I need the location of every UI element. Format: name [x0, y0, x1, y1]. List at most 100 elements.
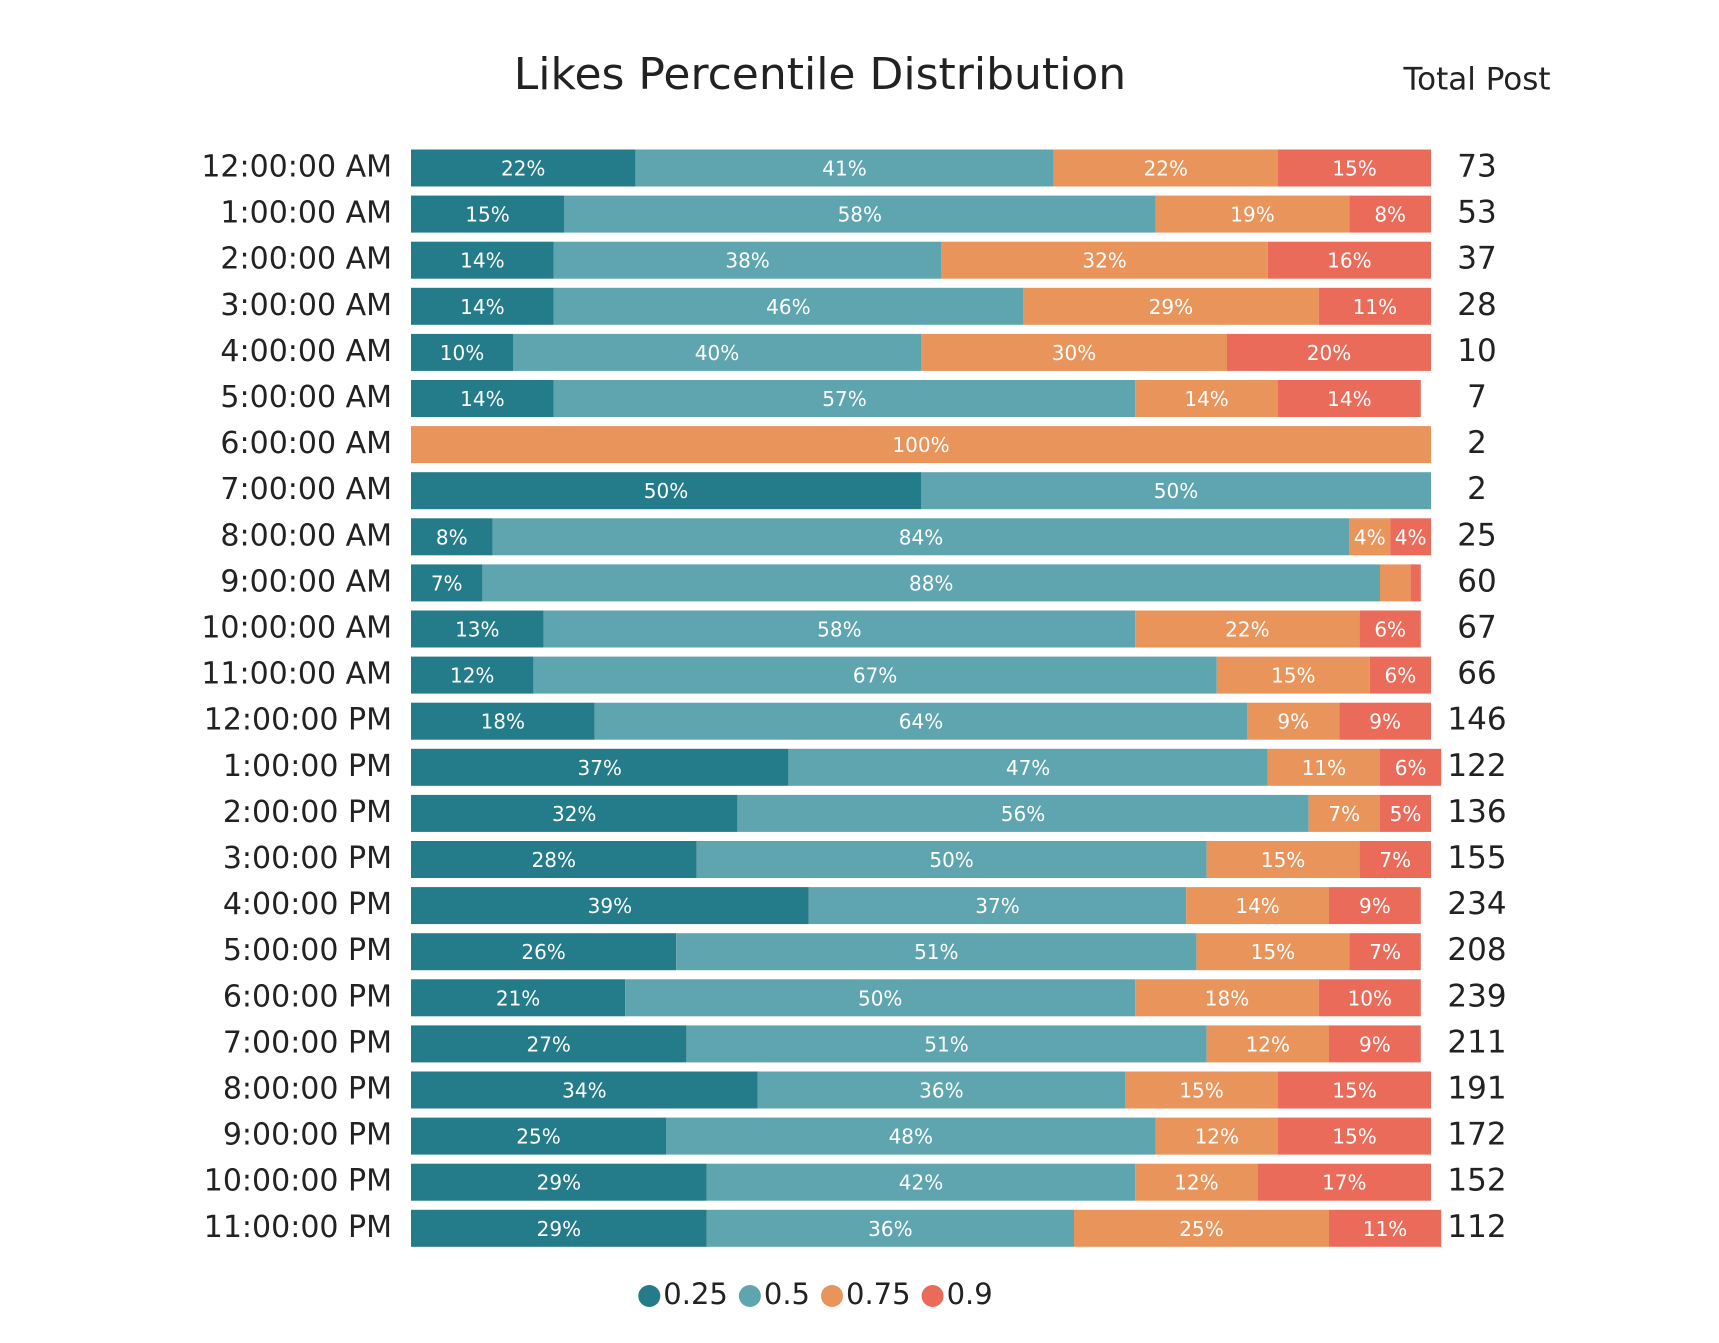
total-label: 2 — [1467, 471, 1487, 507]
bar-segment — [411, 656, 534, 694]
data-label: 15% — [1332, 1079, 1376, 1103]
total-label: 37 — [1457, 241, 1496, 277]
data-label: 9% — [1359, 1032, 1391, 1056]
bar-segment — [1329, 1209, 1442, 1247]
data-label: 5% — [1390, 802, 1422, 826]
data-label: 100% — [892, 433, 949, 457]
bar-segment — [1155, 1117, 1278, 1155]
data-label: 15% — [1251, 940, 1295, 964]
data-label: 11% — [1302, 756, 1346, 780]
bar-segment — [1359, 610, 1421, 648]
bar-segment — [564, 195, 1156, 233]
data-label: 16% — [1327, 249, 1371, 273]
bar-segment — [553, 241, 942, 279]
data-label: 41% — [822, 157, 866, 181]
data-label: 12% — [450, 664, 494, 688]
legend-item: 0.5 — [738, 1277, 810, 1311]
data-label: 18% — [1205, 986, 1249, 1010]
y-tick-label: 5:00:00 AM — [220, 380, 392, 415]
data-label: 47% — [1006, 756, 1050, 780]
data-label: 51% — [924, 1032, 968, 1056]
bar-segment — [411, 1117, 666, 1155]
legend-item: 0.9 — [921, 1277, 993, 1311]
total-label: 10 — [1457, 333, 1496, 369]
chart-title: Likes Percentile Distribution — [514, 49, 1126, 100]
data-label: 6% — [1395, 756, 1427, 780]
data-label: 15% — [1332, 1125, 1376, 1149]
bar-segment — [921, 472, 1431, 510]
bar-segment — [921, 333, 1227, 371]
data-label: 14% — [1184, 387, 1228, 411]
data-label: 12% — [1174, 1171, 1218, 1195]
data-label: 8% — [436, 525, 468, 549]
data-label: 15% — [465, 203, 509, 227]
bar-segment — [1278, 1071, 1431, 1109]
data-label: 14% — [1327, 387, 1371, 411]
bar-segment — [1359, 841, 1431, 878]
bar-segment — [1349, 195, 1431, 233]
total-label: 73 — [1457, 149, 1496, 185]
bar-segment — [635, 149, 1054, 187]
data-label: 67% — [853, 664, 897, 688]
bar-segment — [676, 933, 1197, 971]
bar-segment — [1135, 610, 1360, 648]
bar-segment — [411, 241, 554, 279]
data-label: 4% — [1395, 525, 1427, 549]
data-label: 15% — [1261, 848, 1305, 872]
data-label: 58% — [817, 618, 861, 642]
data-label: 14% — [1235, 894, 1279, 918]
y-tick-label: 11:00:00 AM — [201, 657, 392, 692]
bar-segment — [788, 748, 1268, 786]
data-label: 7% — [1369, 940, 1401, 964]
data-label: 88% — [909, 571, 953, 595]
bar-segment — [1227, 333, 1431, 371]
data-label: 19% — [1230, 203, 1274, 227]
data-label: 15% — [1271, 664, 1315, 688]
bar-segment — [411, 518, 493, 556]
data-label: 14% — [460, 295, 504, 319]
total-label: 155 — [1447, 840, 1506, 876]
bar-segment — [1216, 656, 1370, 694]
bar-segment — [1390, 518, 1431, 556]
bar-segment — [1308, 794, 1380, 832]
data-label: 14% — [460, 249, 504, 273]
bar-segment — [706, 1209, 1074, 1247]
bar-segment — [411, 748, 789, 786]
bar-segment — [492, 518, 1350, 556]
bar-segment — [808, 887, 1187, 925]
y-tick-label: 3:00:00 AM — [220, 288, 392, 323]
bar-segment — [553, 380, 1136, 417]
bar-segment — [1135, 1163, 1258, 1201]
y-tick-label: 11:00:00 PM — [204, 1210, 392, 1245]
data-label: 42% — [899, 1171, 943, 1195]
total-label: 28 — [1457, 287, 1496, 323]
total-label: 146 — [1447, 702, 1506, 738]
y-tick-label: 7:00:00 AM — [220, 472, 392, 507]
data-label: 7% — [1379, 848, 1411, 872]
bar-segment — [1135, 979, 1319, 1017]
data-label: 28% — [532, 848, 576, 872]
bar-segment — [1318, 287, 1431, 325]
data-label: 18% — [481, 710, 525, 734]
y-tick-label: 8:00:00 AM — [220, 518, 392, 553]
data-label: 26% — [521, 940, 565, 964]
bar-segment — [1278, 380, 1421, 417]
data-label: 40% — [695, 341, 739, 365]
bar-segment — [1196, 933, 1350, 971]
data-label: 39% — [588, 894, 632, 918]
bar-segment — [1023, 287, 1319, 325]
y-tick-label: 7:00:00 PM — [223, 1025, 392, 1060]
data-label: 6% — [1385, 664, 1417, 688]
data-label: 6% — [1374, 618, 1406, 642]
bar-segment — [1257, 1163, 1431, 1201]
total-label: 191 — [1447, 1071, 1506, 1107]
total-label: 234 — [1447, 886, 1506, 922]
data-label: 12% — [1195, 1125, 1239, 1149]
data-label: 25% — [1179, 1217, 1223, 1241]
bar-segment — [1053, 149, 1278, 187]
bar-segment — [1380, 564, 1411, 602]
data-label: 32% — [1082, 249, 1126, 273]
bar-segment — [411, 149, 636, 187]
data-label: 36% — [919, 1079, 963, 1103]
